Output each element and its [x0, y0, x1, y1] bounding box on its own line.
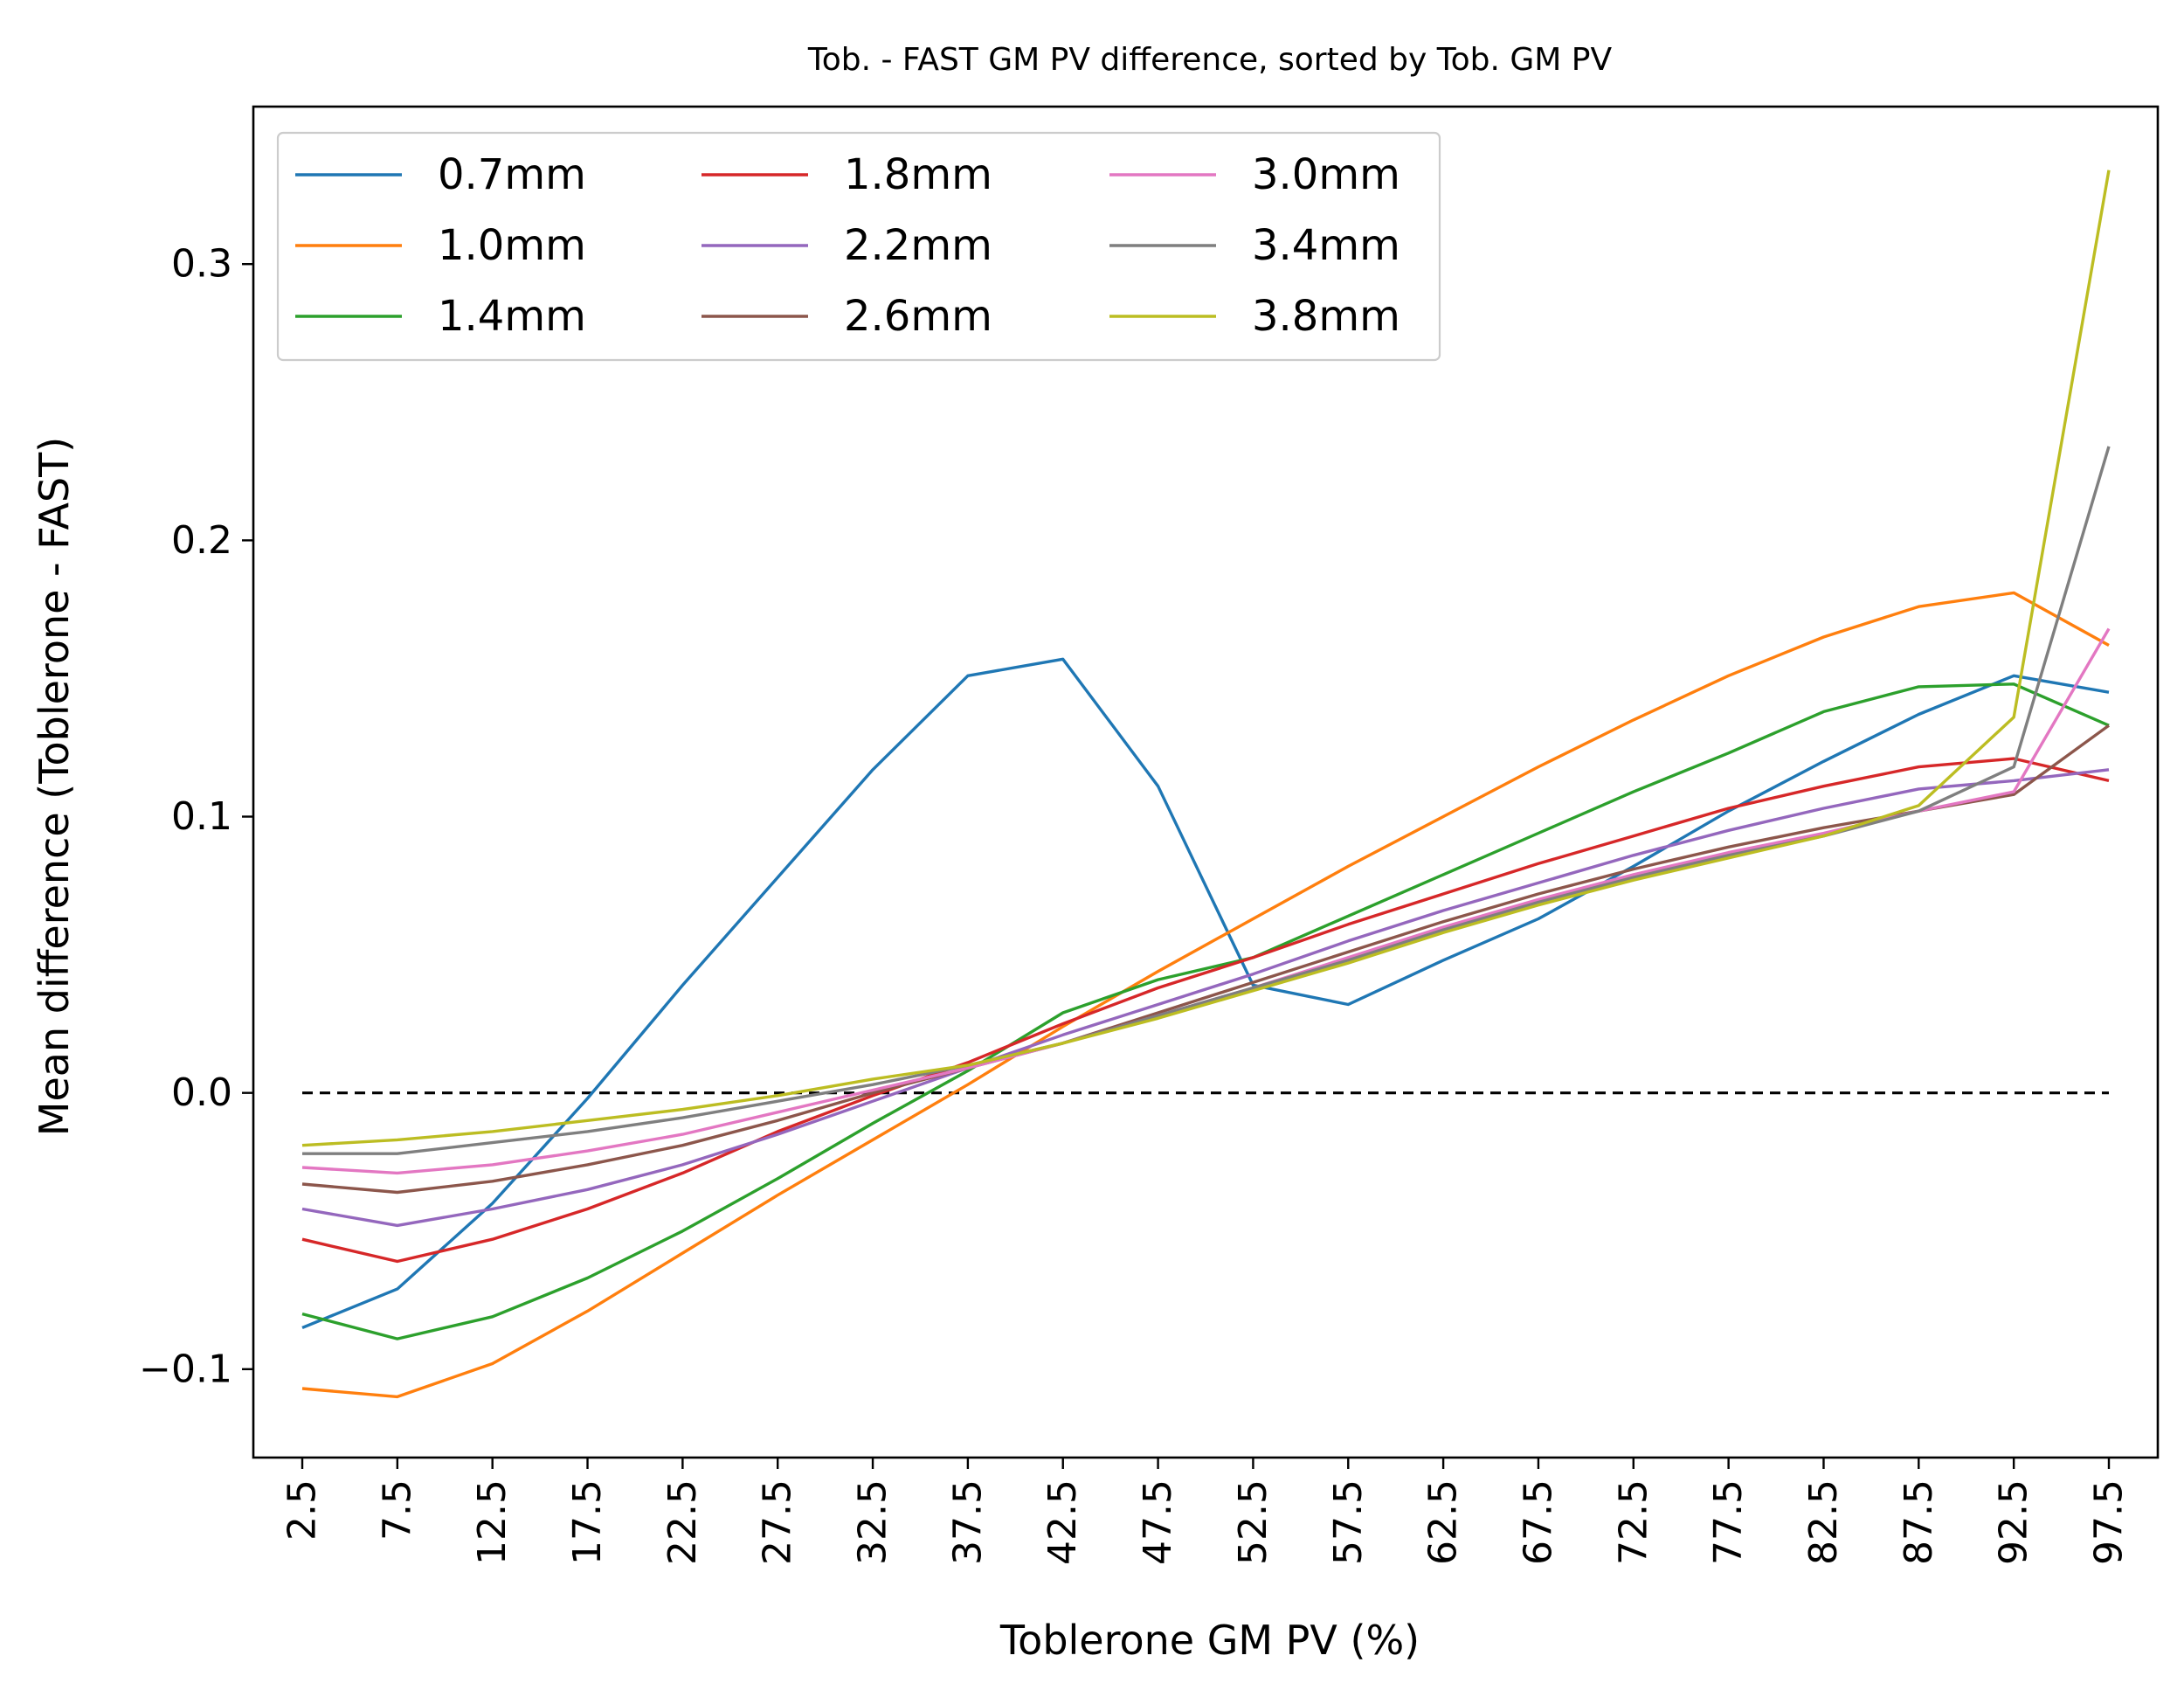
x-tick-label: 52.5	[1231, 1479, 1275, 1565]
legend-entry: 1.8mm	[844, 150, 992, 199]
legend-entry: 3.8mm	[1252, 292, 1400, 341]
x-tick-label: 32.5	[851, 1479, 895, 1565]
x-tick-label: 47.5	[1136, 1479, 1180, 1565]
x-tick-label: 72.5	[1611, 1479, 1655, 1565]
y-tick-label: 0.2	[171, 518, 232, 563]
x-tick-label: 97.5	[2087, 1479, 2132, 1565]
legend-entry: 0.7mm	[438, 150, 586, 199]
legend-entry: 2.2mm	[844, 221, 992, 270]
y-tick-label: −0.1	[139, 1347, 232, 1391]
series-line-2.2mm	[301, 768, 2110, 1228]
x-tick-label: 17.5	[565, 1479, 610, 1565]
x-axis-label: Toblerone GM PV (%)	[999, 1617, 1420, 1664]
legend-entry: 1.4mm	[438, 292, 586, 341]
legend-entry: 1.0mm	[438, 221, 586, 270]
x-tick-label: 77.5	[1706, 1479, 1751, 1565]
y-tick-label: 0.1	[171, 794, 232, 839]
series-line-1.4mm	[301, 682, 2110, 1340]
x-tick-label: 62.5	[1421, 1479, 1466, 1565]
y-tick-label: 0.3	[171, 242, 232, 287]
legend: 0.7mm 1.0mm 1.4mm 1.8mm 2.2mm 2.6mm 3.0mm 3.4mm…	[276, 131, 1441, 362]
series-line-0.7mm	[301, 657, 2110, 1329]
series-line-3.8mm	[301, 170, 2111, 1147]
legend-entry: 3.4mm	[1252, 221, 1400, 270]
x-tick-label: 57.5	[1326, 1479, 1371, 1565]
x-tick-label: 87.5	[1897, 1479, 1941, 1565]
x-tick-label: 37.5	[945, 1479, 990, 1565]
x-tick-label: 12.5	[470, 1479, 515, 1565]
x-tick-label: 67.5	[1516, 1479, 1560, 1565]
x-tick-label: 2.5	[280, 1479, 325, 1541]
series-line-2.6mm	[301, 724, 2110, 1195]
y-axis-label: Mean difference (Toblerone - FAST)	[31, 437, 78, 1136]
x-tick-label: 92.5	[1992, 1479, 2036, 1565]
x-tick-label: 27.5	[756, 1479, 800, 1565]
series-line-1.0mm	[301, 591, 2110, 1399]
x-tick-label: 7.5	[375, 1479, 419, 1541]
y-tick-label: 0.0	[171, 1070, 232, 1115]
legend-entry: 3.0mm	[1252, 150, 1400, 199]
x-tick-label: 82.5	[1801, 1479, 1846, 1565]
legend-entry: 2.6mm	[844, 292, 992, 341]
chart-title: Tob. - FAST GM PV difference, sorted by …	[807, 42, 1613, 78]
x-tick-label: 22.5	[660, 1479, 705, 1565]
legend-box	[276, 131, 1441, 362]
plot-frame	[252, 105, 2160, 1459]
x-tick-label: 42.5	[1040, 1479, 1085, 1565]
series-line-1.8mm	[301, 757, 2110, 1264]
plot-area: 2.5 7.5 12.5 17.5 22.5 27.5 32.5 37.5 42.5 47.5 52…	[139, 105, 2160, 1565]
